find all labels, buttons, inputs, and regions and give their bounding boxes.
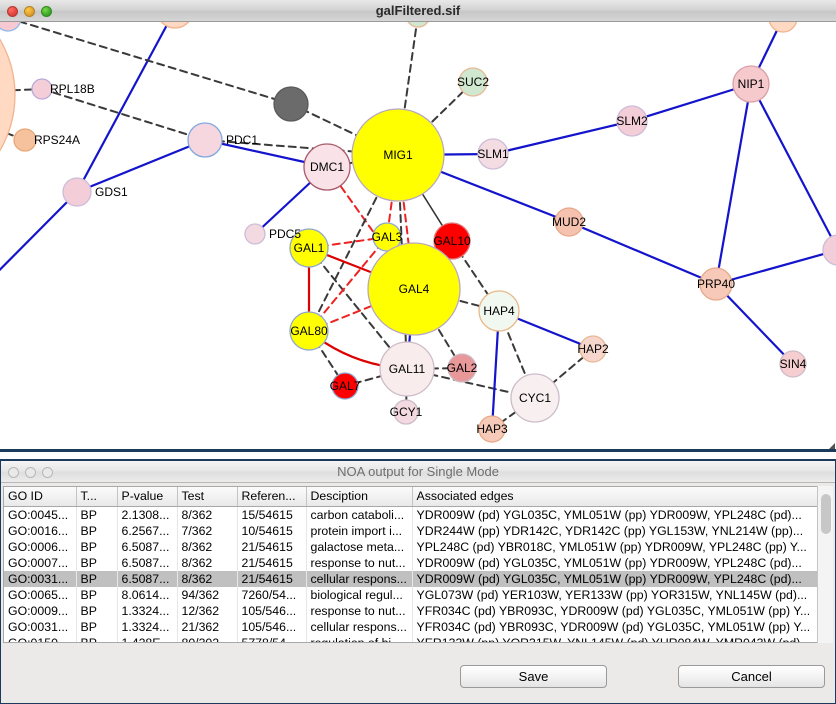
svg-text:GAL3: GAL3: [372, 230, 403, 244]
svg-text:PDC5: PDC5: [269, 227, 301, 241]
svg-text:HAP3: HAP3: [476, 422, 508, 436]
svg-text:MUD2: MUD2: [552, 215, 586, 229]
svg-text:SLM2: SLM2: [616, 114, 648, 128]
svg-text:RPL18B: RPL18B: [50, 82, 95, 96]
svg-text:GAL80: GAL80: [290, 324, 328, 338]
svg-text:CYC1: CYC1: [519, 391, 551, 405]
svg-text:GAL7: GAL7: [330, 379, 361, 393]
svg-text:GCY1: GCY1: [390, 405, 423, 419]
svg-text:MIG1: MIG1: [383, 148, 413, 162]
svg-text:HAP2: HAP2: [577, 342, 609, 356]
svg-text:PRP40: PRP40: [697, 277, 735, 291]
svg-text:DMC1: DMC1: [310, 160, 344, 174]
svg-text:GAL2: GAL2: [447, 361, 478, 375]
svg-text:HAP4: HAP4: [483, 304, 515, 318]
svg-text:GDS1: GDS1: [95, 185, 128, 199]
svg-text:GAL4: GAL4: [399, 282, 430, 296]
svg-text:SLM1: SLM1: [477, 147, 509, 161]
svg-text:RPS24A: RPS24A: [34, 133, 80, 147]
svg-text:GAL11: GAL11: [389, 362, 426, 376]
svg-text:NIP1: NIP1: [738, 77, 765, 91]
svg-text:GAL1: GAL1: [294, 241, 325, 255]
svg-text:SUC2: SUC2: [457, 75, 489, 89]
svg-text:SIN4: SIN4: [780, 357, 807, 371]
svg-text:GAL10: GAL10: [433, 234, 471, 248]
svg-text:PDC1: PDC1: [226, 133, 258, 147]
